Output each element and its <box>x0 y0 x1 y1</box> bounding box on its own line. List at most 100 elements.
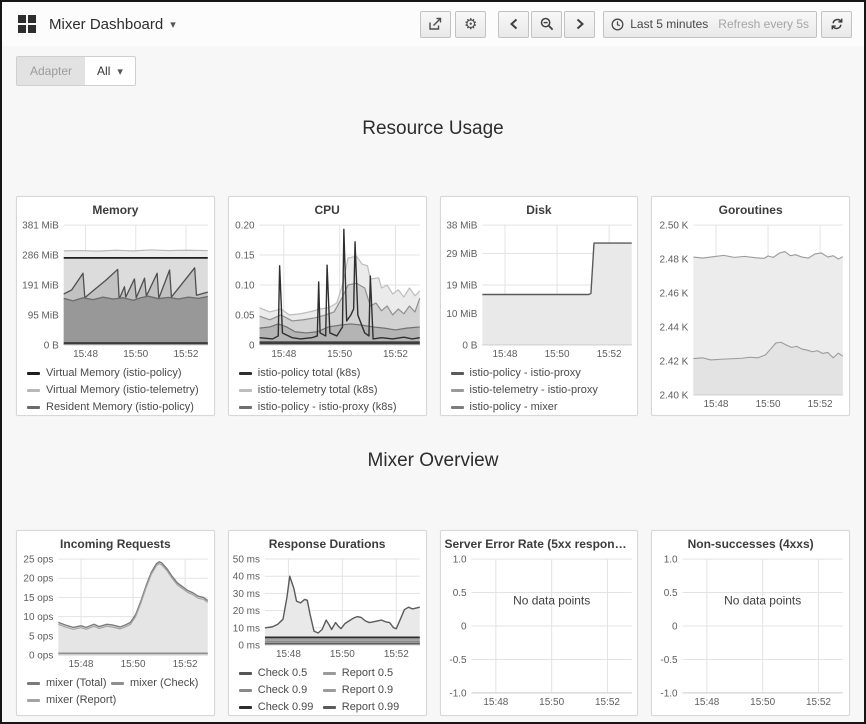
legend-item[interactable]: Check 0.5 <box>238 665 323 682</box>
legend-label: istio-policy - istio-proxy <box>469 367 581 379</box>
svg-text:19 MiB: 19 MiB <box>446 281 477 292</box>
panel-title[interactable]: Disk <box>526 203 552 217</box>
svg-text:15:50: 15:50 <box>544 349 569 360</box>
refresh-button[interactable] <box>821 10 852 38</box>
svg-text:10 ops: 10 ops <box>23 612 53 623</box>
dashboard-title: Mixer Dashboard <box>49 15 164 33</box>
panel-title[interactable]: Response Durations <box>268 537 386 551</box>
svg-text:50 ms: 50 ms <box>233 555 260 566</box>
legend-item[interactable]: Resident Memory (istio-policy) <box>27 399 206 415</box>
time-forward-button[interactable] <box>564 10 596 38</box>
panel-title[interactable]: CPU <box>314 203 340 217</box>
legend-marker <box>27 372 40 375</box>
legend-label: Resident Memory (istio-policy) <box>46 401 194 413</box>
svg-text:2.50 K: 2.50 K <box>660 221 689 232</box>
legend-label: Check 0.5 <box>257 667 308 679</box>
legend-item[interactable]: Report 0.99 <box>322 699 407 715</box>
svg-text:1.0: 1.0 <box>664 555 678 566</box>
legend-item[interactable]: mixer (Report) <box>27 692 116 709</box>
svg-text:29 MiB: 29 MiB <box>446 249 477 260</box>
svg-text:0.5: 0.5 <box>664 588 678 599</box>
svg-text:15:50: 15:50 <box>327 349 352 360</box>
legend-item[interactable]: istio-telemetry total (k8s) <box>238 382 418 399</box>
svg-text:15:48: 15:48 <box>271 349 296 360</box>
panel-title[interactable]: Memory <box>92 203 139 217</box>
panel-row-mixer-overview: Incoming Requests 0 ops 5 ops 10 ops 15 ops… <box>2 530 864 716</box>
template-variable-row: Adapter All ▾ <box>2 46 864 92</box>
adapter-filter-select[interactable]: All ▾ <box>85 57 135 85</box>
legend-label: mixer (Check) <box>130 677 199 689</box>
svg-text:0 B: 0 B <box>44 340 59 351</box>
svg-text:15:52: 15:52 <box>806 697 831 708</box>
dashboard-title-dropdown[interactable]: Mixer Dashboard ▾ <box>49 16 176 33</box>
panel-response-durations: Response Durations 0 ms 10 ms 20 ms 30 ms 40… <box>227 530 427 716</box>
non-successes-chart[interactable]: -1.0 -0.5 0 0.5 1.0 15:48 15:50 15:52 No data po… <box>652 553 849 709</box>
legend-item[interactable]: Virtual Memory (istio-policy) <box>27 365 206 382</box>
svg-text:15:50: 15:50 <box>539 697 564 708</box>
legend-label: mixer (Report) <box>46 694 117 706</box>
panel-title[interactable]: Non-successes (4xxs) <box>687 537 814 551</box>
svg-text:15:48: 15:48 <box>695 697 720 708</box>
panel-title[interactable]: Goroutines <box>718 203 783 217</box>
time-back-button[interactable] <box>498 10 530 38</box>
settings-button[interactable]: ⚙ <box>455 10 487 38</box>
svg-text:2.48 K: 2.48 K <box>660 255 689 266</box>
svg-text:2.42 K: 2.42 K <box>660 356 689 367</box>
panel-cpu: CPU 0 0.05 0.10 0.15 0.20 15:48 15:50 15:52 ist… <box>227 196 427 416</box>
zoom-out-button[interactable] <box>531 10 563 38</box>
server-error-rate-chart[interactable]: -1.0 -0.5 0 0.5 1.0 15:48 15:50 15:52 No data po… <box>441 553 638 709</box>
panel-row-resource-usage: Memory 0 B 95 MiB 191 MiB 286 MiB 381 MiB 15:… <box>2 196 864 416</box>
refresh-arrows-icon <box>831 18 842 30</box>
goroutines-chart[interactable]: 2.40 K 2.42 K 2.44 K 2.46 K 2.48 K 2.50 K 15:4… <box>652 219 849 411</box>
disk-legend: istio-policy - istio-proxy istio-telemetr… <box>441 361 638 415</box>
legend-marker <box>27 682 40 685</box>
svg-text:15:52: 15:52 <box>384 649 409 660</box>
legend-label: Check 0.99 <box>257 701 314 713</box>
response-durations-legend: Check 0.5 Report 0.5 Check 0.9 Report 0.9 Ch… <box>229 661 426 715</box>
chevron-left-icon <box>509 18 517 30</box>
adapter-filter-label: Adapter <box>17 57 86 85</box>
share-button[interactable] <box>420 10 452 38</box>
response-durations-chart[interactable]: 0 ms 10 ms 20 ms 30 ms 40 ms 50 ms 15:48 15:50 1… <box>229 553 426 661</box>
svg-text:15:50: 15:50 <box>756 399 781 410</box>
time-range-button[interactable]: Last 5 minutes Refresh every 5s <box>603 10 817 38</box>
legend-label: istio-policy - istio-proxy (k8s) <box>257 401 397 413</box>
svg-text:15:52: 15:52 <box>808 399 833 410</box>
svg-text:15:48: 15:48 <box>276 649 301 660</box>
incoming-requests-chart[interactable]: 0 ops 5 ops 10 ops 15 ops 20 ops 25 ops 15:48 1… <box>17 553 214 671</box>
legend-item[interactable]: istio-policy - istio-proxy (k8s) <box>238 399 418 415</box>
legend-label: Report 0.9 <box>341 684 394 696</box>
legend-item[interactable]: istio-policy - mixer <box>450 399 630 415</box>
memory-chart[interactable]: 0 B 95 MiB 191 MiB 286 MiB 381 MiB 15:48 15:50… <box>17 219 214 361</box>
svg-text:15:48: 15:48 <box>73 349 98 360</box>
svg-text:38 MiB: 38 MiB <box>446 221 477 232</box>
clock-icon <box>611 18 624 30</box>
apps-grid-icon[interactable] <box>18 14 37 34</box>
svg-text:30 ms: 30 ms <box>233 589 260 600</box>
svg-text:191 MiB: 191 MiB <box>22 280 59 291</box>
legend-item[interactable]: istio-policy - istio-proxy <box>450 365 630 382</box>
svg-text:0 ops: 0 ops <box>29 650 53 661</box>
panel-title[interactable]: Incoming Requests <box>60 537 171 551</box>
legend-item[interactable]: Check 0.99 <box>238 699 323 715</box>
cpu-chart[interactable]: 0 0.05 0.10 0.15 0.20 15:48 15:50 15:52 <box>229 219 426 361</box>
disk-chart[interactable]: 0 B 10 MiB 19 MiB 29 MiB 38 MiB 15:48 15:50 15:… <box>441 219 638 361</box>
legend-item[interactable]: istio-policy total (k8s) <box>238 365 418 382</box>
legend-marker <box>450 372 464 375</box>
legend-item[interactable]: Check 0.9 <box>238 682 323 699</box>
legend-item[interactable]: mixer (Total) <box>27 675 111 692</box>
legend-item[interactable]: istio-telemetry - istio-proxy <box>450 382 630 399</box>
legend-label: Report 0.5 <box>341 667 394 679</box>
svg-text:15:50: 15:50 <box>750 697 775 708</box>
svg-text:40 ms: 40 ms <box>233 572 260 583</box>
svg-text:0: 0 <box>461 622 467 633</box>
legend-marker <box>27 406 40 409</box>
legend-item[interactable]: Report 0.9 <box>322 682 407 699</box>
svg-text:15:48: 15:48 <box>483 697 508 708</box>
legend-item[interactable]: Report 0.5 <box>322 665 407 682</box>
legend-item[interactable]: mixer (Check) <box>111 675 198 692</box>
svg-text:0.05: 0.05 <box>235 310 255 321</box>
legend-item[interactable]: Virtual Memory (istio-telemetry) <box>27 382 206 399</box>
panel-title[interactable]: Server Error Rate (5xx responses) <box>444 537 638 551</box>
